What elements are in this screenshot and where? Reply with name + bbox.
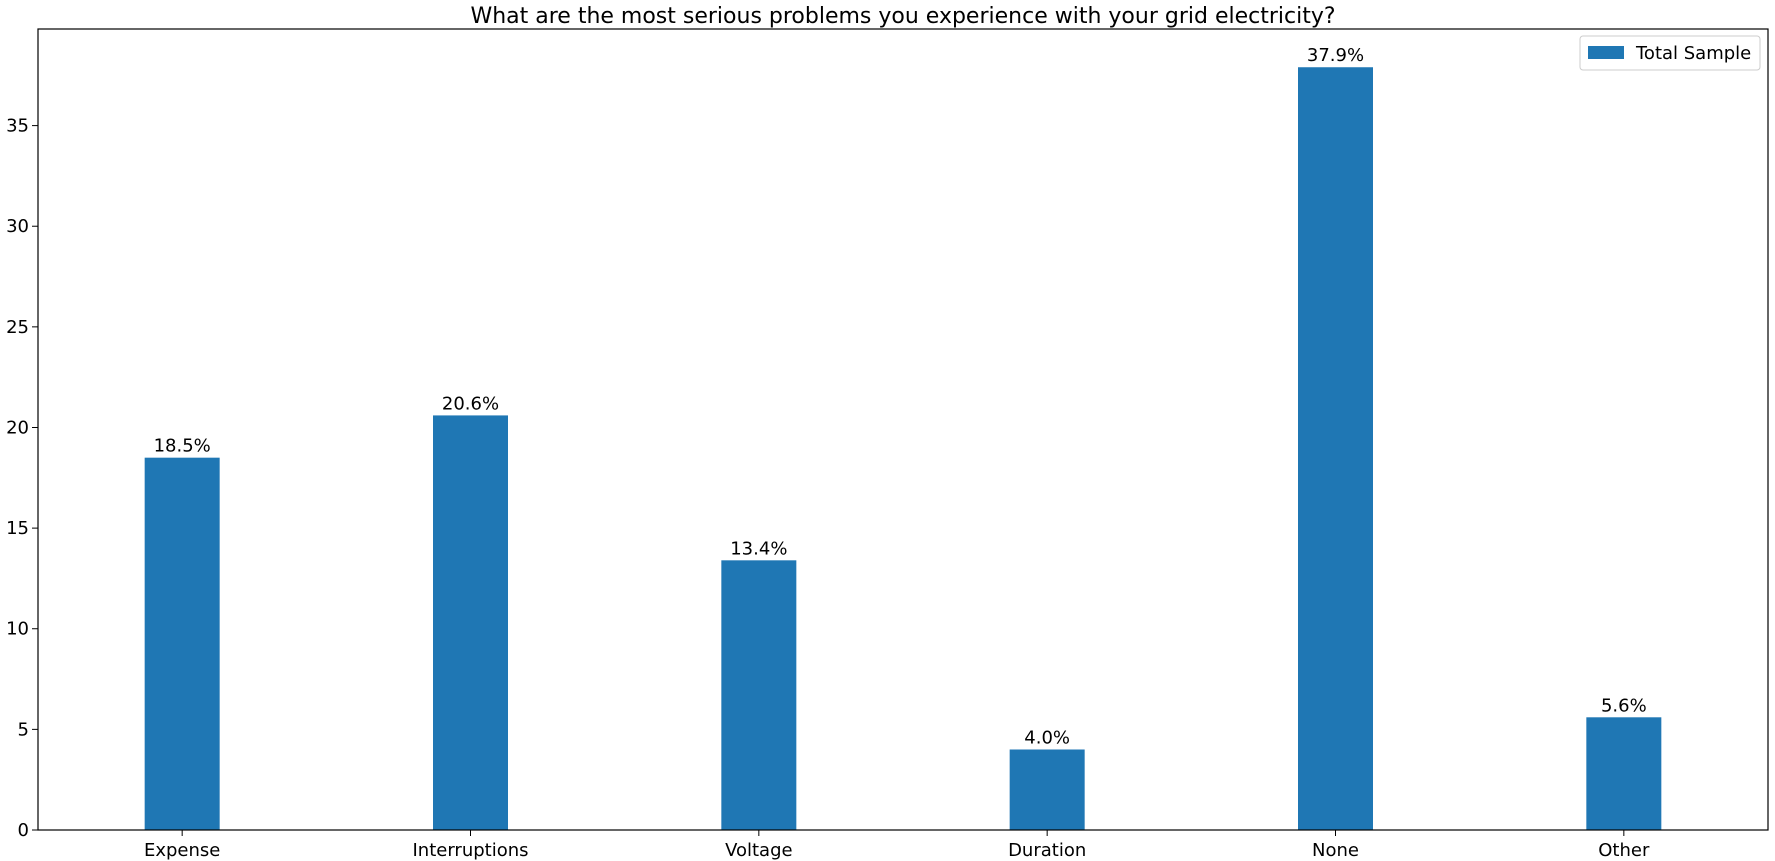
bar-value-label: 5.6% [1601,695,1647,716]
bar-other [1586,717,1662,830]
legend-box [1579,35,1761,71]
x-axis: Expense Interruptions Voltage Duration None O… [144,830,1650,861]
x-tick-label: Duration [1008,840,1086,861]
chart-title: What are the most serious problems you e… [470,4,1335,29]
x-tick-label: Expense [144,840,220,861]
bar-value-label: 20.6% [442,393,499,414]
bar-value-label: 37.9% [1307,45,1364,66]
y-tick-label: 0 [18,820,29,841]
x-tick-label: Voltage [725,840,793,861]
legend-swatch [1588,46,1624,59]
y-axis: 0 5 10 15 20 25 30 35 [6,116,38,841]
y-tick-label: 35 [6,116,29,137]
bar-voltage [721,560,797,830]
y-tick-label: 30 [6,216,29,237]
legend-label: Total Sample [1635,43,1751,64]
x-tick-label: Interruptions [412,840,528,861]
bar-expense [144,457,220,830]
legend: Total Sample [1579,35,1761,71]
plot-frame [37,28,1769,831]
y-tick-label: 20 [6,417,29,438]
x-tick-label: None [1312,840,1359,861]
x-tick-label: Other [1598,840,1650,861]
bar-none [1298,67,1373,830]
data-labels: 18.5% 20.6% 13.4% 4.0% 37.9% 5.6% [154,45,1647,748]
y-tick-label: 10 [6,619,29,640]
bar-duration [1009,749,1085,830]
bar-interruptions [433,415,508,830]
bar-value-label: 18.5% [154,436,211,457]
bars [144,67,1662,830]
y-tick-label: 5 [18,719,29,740]
y-tick-label: 25 [6,317,29,338]
y-tick-label: 15 [6,518,29,539]
bar-value-label: 4.0% [1024,727,1070,748]
bar-value-label: 13.4% [730,538,787,559]
